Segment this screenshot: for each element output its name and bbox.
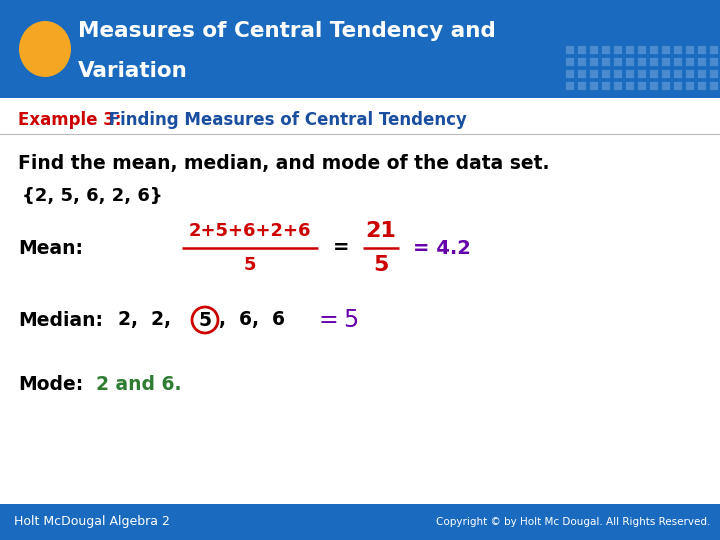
Text: Mode:: Mode:	[18, 375, 84, 395]
Text: Finding Measures of Central Tendency: Finding Measures of Central Tendency	[103, 111, 467, 129]
FancyBboxPatch shape	[577, 81, 586, 90]
Text: Mean:: Mean:	[18, 239, 83, 258]
FancyBboxPatch shape	[673, 69, 682, 78]
FancyBboxPatch shape	[685, 69, 694, 78]
FancyBboxPatch shape	[601, 45, 610, 54]
FancyBboxPatch shape	[649, 81, 658, 90]
FancyBboxPatch shape	[637, 57, 646, 66]
Text: Variation: Variation	[78, 60, 188, 80]
FancyBboxPatch shape	[661, 81, 670, 90]
FancyBboxPatch shape	[673, 45, 682, 54]
FancyBboxPatch shape	[589, 69, 598, 78]
FancyBboxPatch shape	[601, 69, 610, 78]
Text: 2,  2,: 2, 2,	[118, 310, 171, 329]
FancyBboxPatch shape	[0, 504, 720, 540]
FancyBboxPatch shape	[673, 81, 682, 90]
FancyBboxPatch shape	[589, 45, 598, 54]
FancyBboxPatch shape	[697, 69, 706, 78]
FancyBboxPatch shape	[601, 81, 610, 90]
Text: 5: 5	[373, 255, 389, 275]
FancyBboxPatch shape	[589, 81, 598, 90]
Text: 2 and 6.: 2 and 6.	[96, 375, 181, 395]
FancyBboxPatch shape	[709, 81, 718, 90]
FancyBboxPatch shape	[0, 0, 720, 98]
Text: Example 3:: Example 3:	[18, 111, 122, 129]
FancyBboxPatch shape	[709, 45, 718, 54]
FancyBboxPatch shape	[613, 57, 622, 66]
Text: 21: 21	[366, 221, 397, 241]
Text: Find the mean, median, and mode of the data set.: Find the mean, median, and mode of the d…	[18, 154, 549, 173]
FancyBboxPatch shape	[673, 57, 682, 66]
FancyBboxPatch shape	[625, 57, 634, 66]
FancyBboxPatch shape	[625, 81, 634, 90]
FancyBboxPatch shape	[697, 81, 706, 90]
FancyBboxPatch shape	[709, 69, 718, 78]
FancyBboxPatch shape	[625, 69, 634, 78]
Text: 5: 5	[199, 310, 212, 329]
Text: ,  6,  6: , 6, 6	[219, 310, 285, 329]
FancyBboxPatch shape	[685, 57, 694, 66]
FancyBboxPatch shape	[649, 45, 658, 54]
FancyBboxPatch shape	[577, 57, 586, 66]
FancyBboxPatch shape	[637, 81, 646, 90]
FancyBboxPatch shape	[637, 69, 646, 78]
Text: Holt McDougal Algebra 2: Holt McDougal Algebra 2	[14, 516, 170, 529]
FancyBboxPatch shape	[601, 57, 610, 66]
FancyBboxPatch shape	[613, 81, 622, 90]
FancyBboxPatch shape	[565, 57, 574, 66]
Text: Measures of Central Tendency and: Measures of Central Tendency and	[78, 22, 496, 42]
FancyBboxPatch shape	[637, 45, 646, 54]
FancyBboxPatch shape	[685, 45, 694, 54]
Text: Copyright © by Holt Mc Dougal. All Rights Reserved.: Copyright © by Holt Mc Dougal. All Right…	[436, 517, 710, 527]
Text: = 4.2: = 4.2	[413, 239, 471, 258]
FancyBboxPatch shape	[661, 57, 670, 66]
FancyBboxPatch shape	[613, 69, 622, 78]
FancyBboxPatch shape	[565, 81, 574, 90]
FancyBboxPatch shape	[661, 69, 670, 78]
FancyBboxPatch shape	[697, 57, 706, 66]
Text: =: =	[333, 239, 349, 258]
Text: {2, 5, 6, 2, 6}: {2, 5, 6, 2, 6}	[22, 187, 163, 205]
FancyBboxPatch shape	[661, 45, 670, 54]
FancyBboxPatch shape	[685, 81, 694, 90]
Text: 5: 5	[244, 256, 256, 274]
Text: Median:: Median:	[18, 310, 103, 329]
FancyBboxPatch shape	[577, 45, 586, 54]
FancyBboxPatch shape	[649, 69, 658, 78]
Ellipse shape	[19, 21, 71, 77]
FancyBboxPatch shape	[577, 69, 586, 78]
Text: $=5$: $=5$	[314, 308, 358, 332]
FancyBboxPatch shape	[709, 57, 718, 66]
FancyBboxPatch shape	[589, 57, 598, 66]
Text: 2+5+6+2+6: 2+5+6+2+6	[189, 222, 311, 240]
FancyBboxPatch shape	[565, 69, 574, 78]
FancyBboxPatch shape	[613, 45, 622, 54]
FancyBboxPatch shape	[697, 45, 706, 54]
FancyBboxPatch shape	[625, 45, 634, 54]
FancyBboxPatch shape	[649, 57, 658, 66]
FancyBboxPatch shape	[565, 45, 574, 54]
